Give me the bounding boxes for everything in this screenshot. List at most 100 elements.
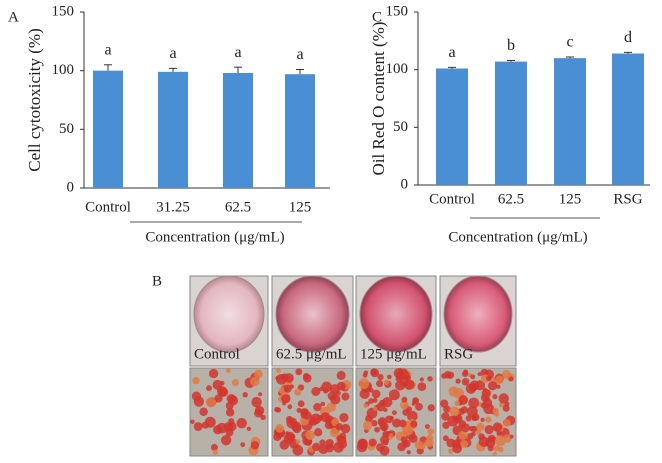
lipid-droplet [199,407,208,417]
x-axis-label: Concentration (μg/mL) [448,229,587,245]
lipid-droplet [297,400,305,408]
lipid-droplet [254,369,263,379]
lipid-droplet [498,393,509,404]
y-tick-label: 0 [401,176,409,192]
lipid-droplet [492,394,498,400]
lipid-droplet [411,401,416,406]
lipid-droplet [486,375,492,382]
lipid-droplet [376,380,384,388]
y-tick-label: 150 [386,3,409,19]
lipid-droplet [399,400,409,410]
lipid-droplet [452,443,462,454]
lipid-droplet [336,390,341,396]
dish [443,275,513,353]
lipid-droplet [275,375,280,381]
lipid-droplet [260,414,266,421]
y-tick-label: 50 [59,121,74,137]
lipid-droplet [503,419,511,427]
lipid-droplet [359,388,370,400]
lipid-droplet [415,402,423,411]
lipid-droplet [391,410,397,416]
lipid-droplet [275,368,281,374]
lipid-droplet [336,370,346,380]
image-label: Control [194,346,240,362]
image-label: RSG [444,346,473,362]
lipid-droplet [250,441,260,450]
image-label: 62.5 μg/mL [276,346,347,362]
lipid-droplet [426,434,434,442]
significance-label: a [448,44,455,61]
lipid-droplet [408,434,418,443]
lipid-droplet [336,434,343,441]
lipid-droplet [471,431,476,437]
dish [359,275,433,353]
lipid-droplet [458,430,468,440]
lipid-droplet [382,397,393,408]
lipid-droplet [448,448,454,454]
bar [93,70,123,188]
lipid-droplet [280,373,289,381]
lipid-droplet [325,438,334,448]
lipid-droplet [395,376,401,382]
lipid-droplet [480,417,485,422]
lipid-droplet [193,422,203,431]
lipid-droplet [406,450,411,455]
lipid-droplet [250,376,260,387]
lipid-droplet [427,404,435,412]
x-tick-label: Control [429,191,475,207]
lipid-droplet [414,440,424,450]
lipid-droplet [294,388,302,396]
lipid-droplet [227,395,239,406]
lipid-droplet [475,429,482,435]
lipid-droplet [424,424,430,429]
lipid-droplet [231,379,240,387]
lipid-droplet [476,422,485,431]
lipid-droplet [368,387,374,393]
lipid-droplet [212,449,219,455]
lipid-droplet [460,406,468,414]
lipid-droplet [210,443,218,451]
lipid-droplet [383,407,388,413]
lipid-droplet [320,401,326,407]
significance-label: d [624,29,632,46]
lipid-droplet [219,380,225,386]
lipid-droplet [417,382,427,392]
dish [275,275,350,353]
lipid-droplet [314,428,323,437]
bar [223,73,253,188]
significance-label: c [566,34,573,51]
lipid-droplet [484,425,494,435]
significance-label: a [104,41,111,58]
dish [193,275,265,353]
lipid-droplet [373,406,378,411]
y-tick-label: 100 [386,61,409,77]
lipid-droplet [358,378,370,389]
lipid-droplet [305,430,315,441]
y-tick-label: 50 [393,119,408,135]
lipid-droplet [258,392,263,397]
lipid-droplet [340,423,351,434]
lipid-droplet [300,408,308,416]
lipid-droplet [491,436,497,442]
lipid-droplet [400,436,408,444]
lipid-droplet [377,373,384,381]
lipid-droplet [461,378,470,386]
lipid-droplet [447,415,459,427]
lipid-droplet [468,397,480,409]
x-tick-label: Control [85,199,131,215]
significance-label: a [296,46,303,63]
lipid-droplet [398,368,403,373]
x-tick-label: 62.5 [498,191,524,207]
lipid-droplet [389,415,394,421]
lipid-droplet [281,394,291,404]
y-axis-label: Oil Red O content (%) [369,22,388,176]
lipid-droplet [461,423,470,433]
lipid-droplet [321,381,332,393]
lipid-droplet [372,371,377,376]
lipid-droplet [201,421,209,429]
lipid-droplet [494,411,500,417]
y-tick-label: 100 [52,62,75,78]
lipid-droplet [379,421,389,432]
lipid-droplet [468,383,478,392]
